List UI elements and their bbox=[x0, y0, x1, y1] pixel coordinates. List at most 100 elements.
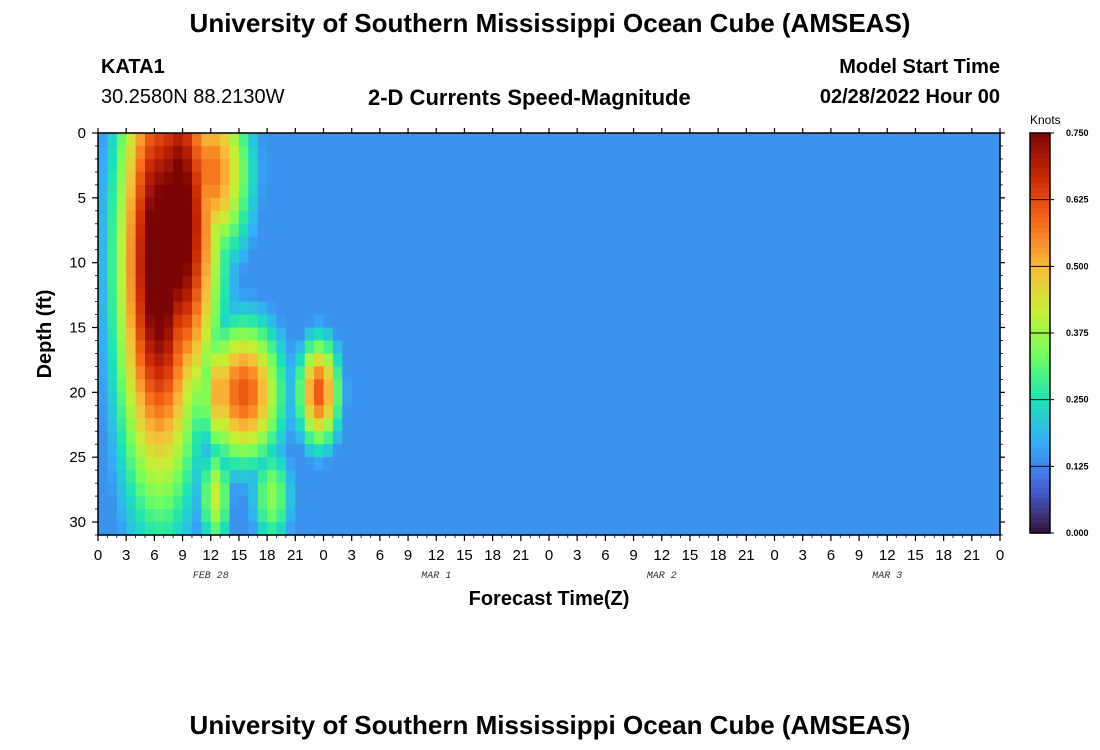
heatmap-cell bbox=[379, 210, 390, 225]
heatmap-cell bbox=[859, 327, 870, 342]
heatmap-cell bbox=[859, 470, 870, 484]
heatmap-cell bbox=[126, 366, 137, 380]
heatmap-cell bbox=[671, 483, 682, 497]
heatmap-cell bbox=[971, 314, 982, 329]
heatmap-cell bbox=[812, 275, 823, 290]
heatmap-cell bbox=[953, 431, 964, 445]
heatmap-cell bbox=[473, 171, 484, 186]
heatmap-cell bbox=[736, 275, 747, 290]
heatmap-cell bbox=[314, 158, 325, 173]
heatmap-cell bbox=[830, 275, 841, 290]
heatmap-cell bbox=[408, 483, 419, 497]
heatmap-cell bbox=[755, 236, 766, 251]
heatmap-cell bbox=[595, 509, 606, 523]
heatmap-cell bbox=[924, 522, 935, 536]
heatmap-cell bbox=[708, 223, 719, 238]
heatmap-cell bbox=[896, 327, 907, 342]
heatmap-cell bbox=[332, 301, 343, 316]
heatmap-cell bbox=[445, 184, 456, 199]
heatmap-cell bbox=[351, 249, 362, 264]
heatmap-cell bbox=[614, 301, 625, 316]
heatmap-cell bbox=[464, 262, 475, 277]
heatmap-cell bbox=[887, 158, 898, 173]
heatmap-cell bbox=[755, 340, 766, 355]
heatmap-cell bbox=[868, 509, 879, 523]
heatmap-cell bbox=[953, 301, 964, 316]
heatmap-cell bbox=[953, 288, 964, 303]
heatmap-cell bbox=[868, 496, 879, 510]
heatmap-cell bbox=[652, 210, 663, 225]
heatmap-cell bbox=[511, 314, 522, 329]
heatmap-cell bbox=[379, 431, 390, 445]
heatmap-cell bbox=[595, 353, 606, 368]
heatmap-cell bbox=[793, 392, 804, 406]
heatmap-cell bbox=[567, 236, 578, 251]
heatmap-cell bbox=[614, 405, 625, 419]
heatmap-cell bbox=[539, 405, 550, 419]
heatmap-cell bbox=[304, 509, 315, 523]
heatmap-cell bbox=[426, 418, 437, 432]
y-tick-label: 20 bbox=[69, 384, 86, 401]
heatmap-cell bbox=[144, 314, 155, 329]
heatmap-cell bbox=[934, 171, 945, 186]
heatmap-cell bbox=[210, 418, 221, 432]
heatmap-cell bbox=[220, 288, 231, 303]
heatmap-cell bbox=[595, 236, 606, 251]
heatmap-cell bbox=[624, 145, 635, 160]
heatmap-cell bbox=[144, 444, 155, 458]
heatmap-cell bbox=[464, 275, 475, 290]
heatmap-cell bbox=[830, 288, 841, 303]
heatmap-cell bbox=[915, 197, 926, 212]
heatmap-cell bbox=[398, 288, 409, 303]
heatmap-cell bbox=[624, 496, 635, 510]
heatmap-cell bbox=[304, 405, 315, 419]
heatmap-cell bbox=[746, 457, 757, 471]
heatmap-cell bbox=[107, 301, 118, 316]
heatmap-cell bbox=[943, 327, 954, 342]
heatmap-cell bbox=[126, 171, 137, 186]
heatmap-cell bbox=[464, 353, 475, 368]
heatmap-cell bbox=[906, 133, 917, 147]
heatmap-cell bbox=[896, 353, 907, 368]
heatmap-cell bbox=[135, 405, 146, 419]
heatmap-cell bbox=[276, 158, 287, 173]
heatmap-cell bbox=[257, 158, 268, 173]
heatmap-cell bbox=[323, 314, 334, 329]
heatmap-cell bbox=[877, 171, 888, 186]
heatmap-cell bbox=[126, 301, 137, 316]
heatmap-cell bbox=[671, 392, 682, 406]
heatmap-cell bbox=[210, 262, 221, 277]
heatmap-cell bbox=[586, 275, 597, 290]
heatmap-cell bbox=[802, 340, 813, 355]
heatmap-cell bbox=[746, 327, 757, 342]
heatmap-cell bbox=[859, 379, 870, 393]
heatmap-cell bbox=[342, 366, 353, 380]
heatmap-cell bbox=[567, 314, 578, 329]
heatmap-cell bbox=[840, 314, 851, 329]
heatmap-cell bbox=[210, 197, 221, 212]
heatmap-cell bbox=[267, 171, 278, 186]
heatmap-cell bbox=[661, 262, 672, 277]
heatmap-cell bbox=[840, 379, 851, 393]
heatmap-cell bbox=[323, 379, 334, 393]
heatmap-cell bbox=[361, 431, 372, 445]
heatmap-cell bbox=[426, 496, 437, 510]
heatmap-cell bbox=[379, 470, 390, 484]
heatmap-cell bbox=[445, 158, 456, 173]
heatmap-cell bbox=[539, 418, 550, 432]
heatmap-cell bbox=[708, 353, 719, 368]
heatmap-cell bbox=[849, 275, 860, 290]
heatmap-cell bbox=[614, 288, 625, 303]
heatmap-cell bbox=[981, 444, 992, 458]
heatmap-cell bbox=[248, 158, 259, 173]
heatmap-cell bbox=[642, 509, 653, 523]
heatmap-cell bbox=[595, 327, 606, 342]
heatmap-cell bbox=[323, 133, 334, 147]
heatmap-cell bbox=[906, 522, 917, 536]
heatmap-cell bbox=[285, 223, 296, 238]
heatmap-cell bbox=[962, 431, 973, 445]
heatmap-cell bbox=[182, 171, 193, 186]
heatmap-cell bbox=[736, 327, 747, 342]
heatmap-cell bbox=[238, 145, 249, 160]
heatmap-cell bbox=[361, 340, 372, 355]
